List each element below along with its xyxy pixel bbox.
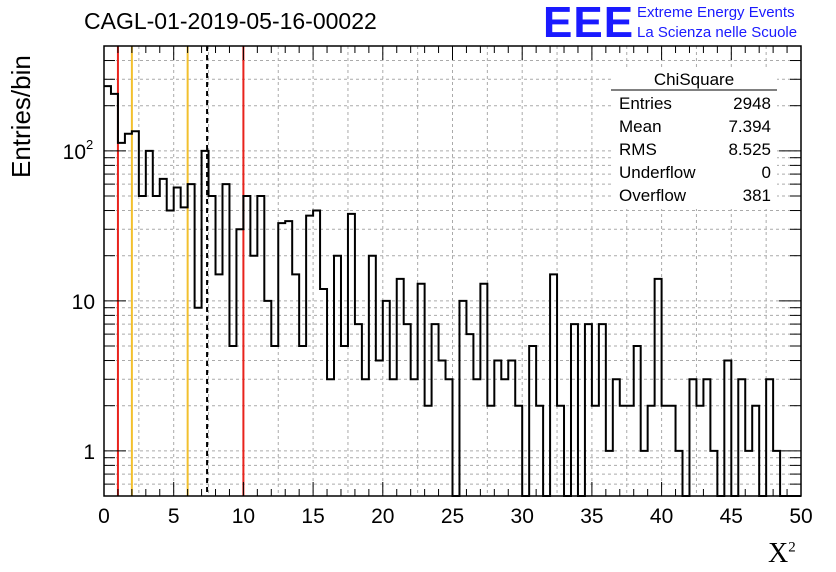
x-tick-label: 50 [789,505,812,528]
x-tick-label: 15 [301,505,324,528]
histogram-bars [104,85,801,497]
stats-box-background [611,69,777,209]
stats-row-label: RMS [619,140,657,159]
y-tick-label: 1 [83,441,95,464]
x-axis-label-exponent: 2 [788,539,796,556]
stats-row-value: 2948 [733,94,771,113]
x-tick-label: 20 [371,505,394,528]
x-tick-label: 0 [98,505,110,528]
x-axis-label-text: X [768,538,789,569]
stats-row-label: Entries [619,94,672,113]
x-tick-label: 30 [511,505,534,528]
stats-row-value: 0 [762,163,771,182]
x-tick-label: 35 [580,505,603,528]
stats-row-label: Mean [619,117,662,136]
stats-row-label: Overflow [619,186,687,205]
eee-logo: EEE [543,0,635,47]
logo-subtitle: Extreme Energy Events La Scienza nelle S… [637,3,797,43]
stats-row-label: Underflow [619,163,696,182]
stats-box-title: ChiSquare [654,70,734,89]
stats-row-value: 381 [743,186,771,205]
stats-row-value: 7.394 [728,117,771,136]
logo-line-1: Extreme Energy Events [637,4,795,21]
x-tick-label: 40 [650,505,673,528]
stats-box: ChiSquare Entries 2948 Mean 7.394 RMS 8.525 Und… [611,69,777,209]
chart-title: CAGL-01-2019-05-16-00022 [84,8,377,34]
x-axis-label: X2 [768,538,796,570]
x-tick-label: 45 [720,505,743,528]
x-tick-label: 25 [441,505,464,528]
y-tick-exponent: 2 [86,137,93,152]
logo-line-2: La Scienza nelle Scuole [637,24,798,41]
y-tick-label: 10 [63,141,86,164]
grid-lines [104,46,801,496]
histogram-outline [104,85,801,497]
x-tick-label: 5 [168,505,180,528]
marker-lines [116,46,245,496]
stats-row-value: 8.525 [728,140,771,159]
y-tick-label: 10 [72,291,95,314]
x-tick-label: 10 [232,505,255,528]
